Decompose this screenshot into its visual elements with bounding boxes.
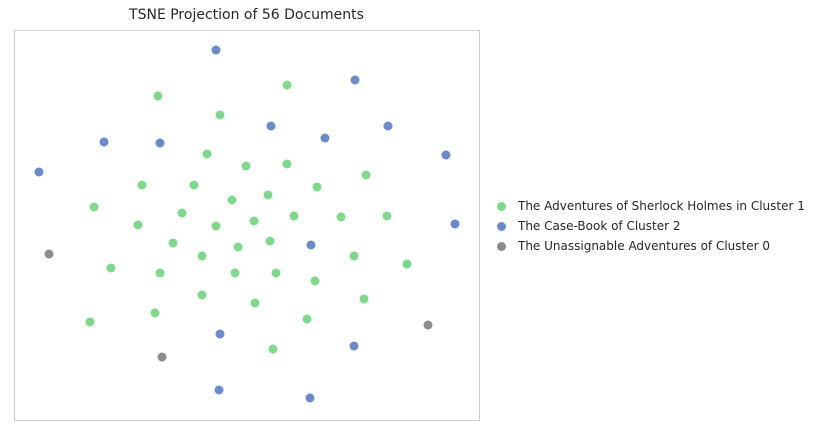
scatter-point-series-0-25 bbox=[106, 263, 116, 273]
scatter-point-series-0-7 bbox=[189, 180, 199, 190]
scatter-point-series-0-17 bbox=[289, 211, 299, 221]
scatter-point-series-0-10 bbox=[89, 202, 99, 212]
legend-marker-cluster-0 bbox=[497, 241, 506, 251]
scatter-point-series-0-14 bbox=[133, 220, 143, 230]
scatter-point-series-1-7 bbox=[441, 150, 451, 160]
scatter-point-series-0-1 bbox=[282, 80, 292, 90]
scatter-point-series-0-29 bbox=[310, 276, 320, 286]
scatter-point-series-0-3 bbox=[202, 149, 212, 159]
legend-marker-cluster-1 bbox=[497, 201, 506, 211]
legend-item-cluster-1: The Adventures of Sherlock Holmes in Clu… bbox=[497, 196, 805, 216]
scatter-point-series-0-15 bbox=[211, 221, 221, 231]
chart-title: TSNE Projection of 56 Documents bbox=[129, 7, 364, 23]
scatter-point-series-2-2 bbox=[157, 352, 167, 362]
scatter-point-series-0-36 bbox=[85, 317, 95, 327]
scatter-point-series-1-3 bbox=[320, 133, 330, 143]
scatter-point-series-0-19 bbox=[382, 211, 392, 221]
scatter-point-series-1-11 bbox=[215, 329, 225, 339]
scatter-point-series-0-20 bbox=[168, 238, 178, 248]
legend-item-cluster-0: The Unassignable Adventures of Cluster 0 bbox=[497, 236, 805, 256]
scatter-point-series-1-8 bbox=[34, 167, 44, 177]
scatter-point-series-1-0 bbox=[211, 45, 221, 55]
scatter-point-series-0-18 bbox=[336, 212, 346, 222]
scatter-point-series-0-28 bbox=[271, 268, 281, 278]
scatter-point-series-0-27 bbox=[230, 268, 240, 278]
scatter-point-series-0-35 bbox=[302, 314, 312, 324]
scatter-point-series-0-13 bbox=[177, 208, 187, 218]
legend-item-cluster-2: The Case-Book of Cluster 2 bbox=[497, 216, 805, 236]
scatter-point-series-0-32 bbox=[250, 298, 260, 308]
scatter-point-series-0-26 bbox=[155, 268, 165, 278]
scatter-point-series-0-8 bbox=[312, 182, 322, 192]
points-layer bbox=[34, 45, 460, 403]
scatter-point-series-0-4 bbox=[241, 161, 251, 171]
scatter-point-series-1-4 bbox=[383, 121, 393, 131]
legend-label-cluster-0: The Unassignable Adventures of Cluster 0 bbox=[518, 239, 770, 253]
scatter-point-series-1-10 bbox=[306, 240, 316, 250]
scatter-point-series-0-6 bbox=[137, 180, 147, 190]
scatter-point-series-1-12 bbox=[349, 341, 359, 351]
scatter-point-series-0-16 bbox=[249, 216, 259, 226]
scatter-point-series-0-2 bbox=[215, 110, 225, 120]
scatter-point-series-1-6 bbox=[155, 138, 165, 148]
scatter-point-series-0-24 bbox=[349, 251, 359, 261]
scatter-point-series-1-13 bbox=[214, 385, 224, 395]
scatter-point-series-0-23 bbox=[197, 251, 207, 261]
scatter-point-series-0-21 bbox=[233, 242, 243, 252]
scatter-point-series-1-1 bbox=[350, 75, 360, 85]
scatter-point-series-0-33 bbox=[359, 294, 369, 304]
scatter-point-series-0-22 bbox=[265, 236, 275, 246]
scatter-point-series-1-14 bbox=[305, 393, 315, 403]
scatter-point-series-1-2 bbox=[266, 121, 276, 131]
scatter-point-series-1-9 bbox=[450, 219, 460, 229]
scatter-point-series-0-30 bbox=[402, 259, 412, 269]
scatter-point-series-2-1 bbox=[423, 320, 433, 330]
scatter-point-series-0-34 bbox=[150, 308, 160, 318]
scatter-point-series-0-11 bbox=[263, 190, 273, 200]
scatter-point-series-2-0 bbox=[44, 249, 54, 259]
legend: The Adventures of Sherlock Holmes in Clu… bbox=[497, 196, 805, 256]
plot-area-frame bbox=[14, 30, 480, 421]
scatter-point-series-0-37 bbox=[268, 344, 278, 354]
scatter-point-series-1-5 bbox=[99, 137, 109, 147]
scatter-point-series-0-31 bbox=[197, 290, 207, 300]
scatter-point-series-0-5 bbox=[282, 159, 292, 169]
scatter-point-series-0-9 bbox=[361, 170, 371, 180]
legend-label-cluster-2: The Case-Book of Cluster 2 bbox=[518, 219, 681, 233]
legend-label-cluster-1: The Adventures of Sherlock Holmes in Clu… bbox=[518, 199, 805, 213]
scatter-point-series-0-0 bbox=[153, 91, 163, 101]
legend-marker-cluster-2 bbox=[497, 221, 506, 231]
scatter-point-series-0-12 bbox=[227, 195, 237, 205]
